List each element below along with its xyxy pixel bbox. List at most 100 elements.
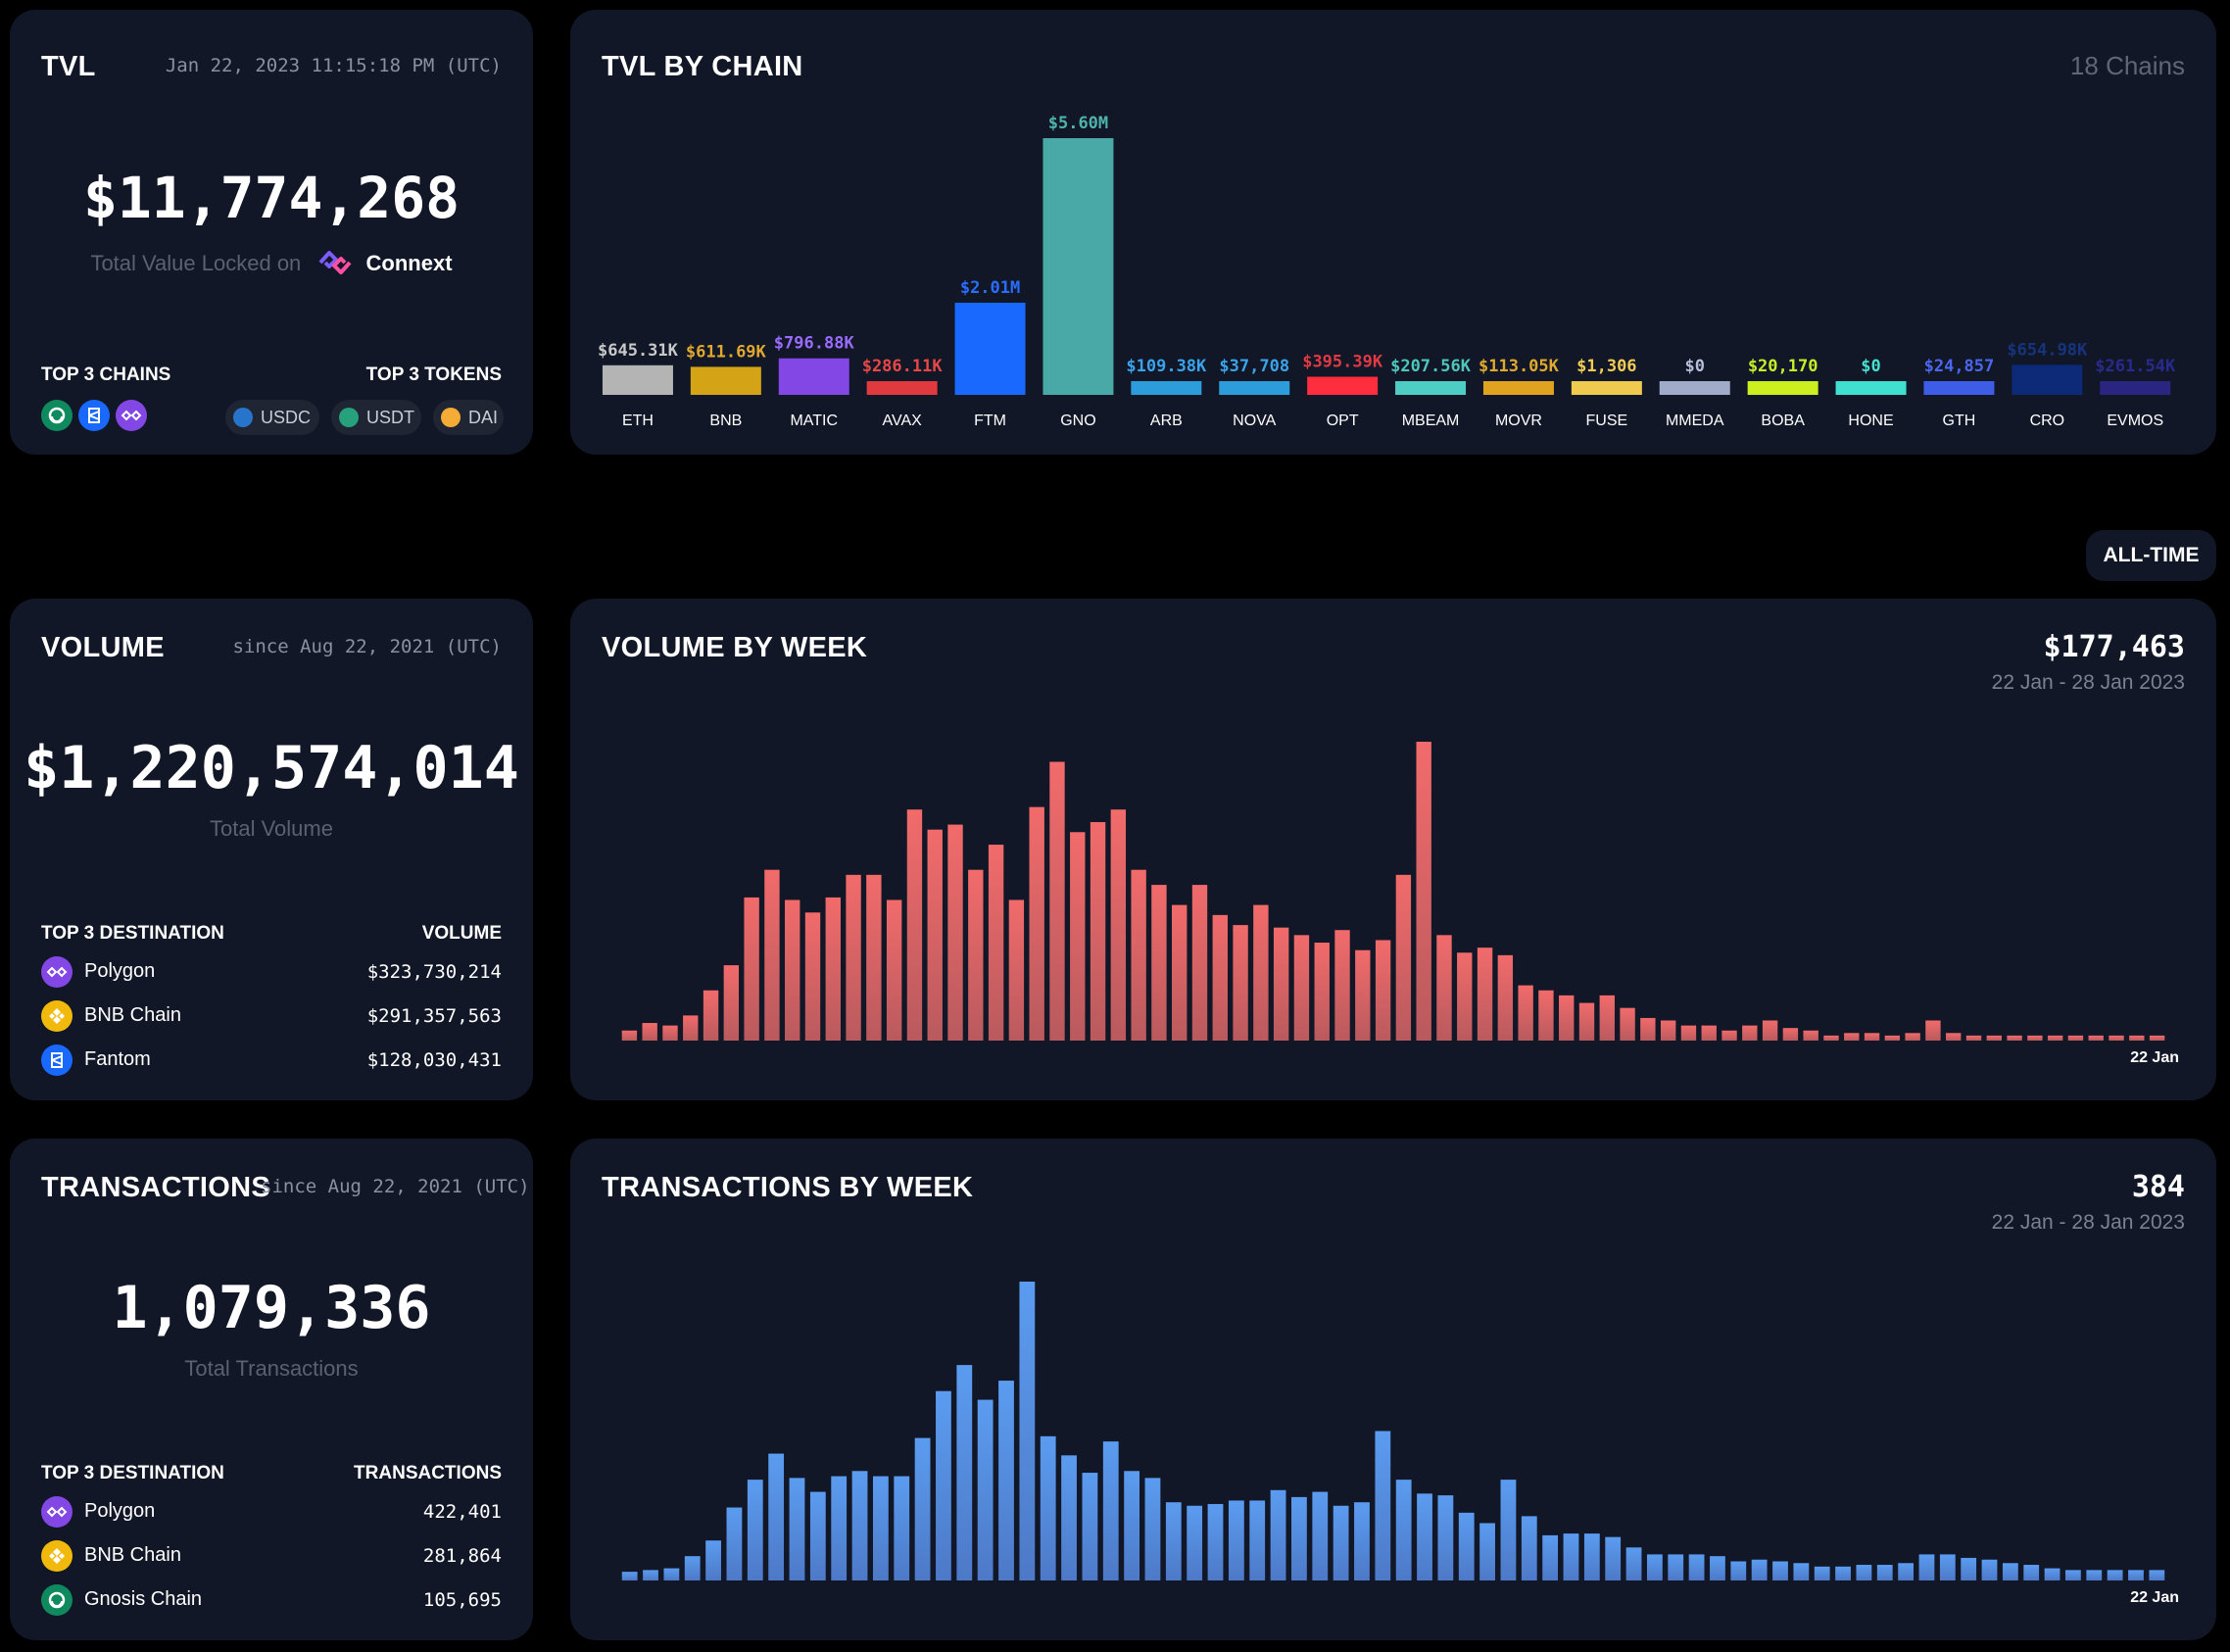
transactions-week-bar[interactable] — [1417, 1493, 1432, 1580]
transactions-week-bar[interactable] — [621, 1572, 638, 1580]
volume-week-bar[interactable] — [1518, 985, 1533, 1041]
volume-week-bar[interactable] — [2027, 1035, 2043, 1041]
transactions-week-bar[interactable] — [872, 1476, 889, 1580]
transactions-week-bar[interactable] — [684, 1556, 701, 1580]
transactions-week-bar[interactable] — [1207, 1503, 1224, 1580]
transactions-week-bar[interactable] — [1961, 1557, 1977, 1580]
transactions-week-bar[interactable] — [1102, 1441, 1119, 1580]
tvl-bar[interactable] — [1219, 381, 1290, 395]
volume-week-bar[interactable] — [1884, 1035, 1901, 1041]
volume-week-bar[interactable] — [1334, 930, 1350, 1041]
transactions-week-bar[interactable] — [1144, 1478, 1161, 1580]
volume-week-bar[interactable] — [1070, 832, 1086, 1041]
tvl-bar[interactable] — [778, 358, 849, 395]
transactions-week-bar[interactable] — [1939, 1554, 1956, 1580]
transactions-week-bar[interactable] — [2107, 1570, 2123, 1580]
transactions-week-bar[interactable] — [1187, 1505, 1203, 1580]
transactions-week-bar[interactable] — [894, 1476, 910, 1580]
volume-week-bar[interactable] — [1559, 995, 1575, 1041]
transactions-week-bar[interactable] — [663, 1568, 680, 1580]
transactions-week-bar[interactable] — [809, 1491, 826, 1580]
transactions-week-bar[interactable] — [1500, 1480, 1517, 1580]
all-time-filter[interactable]: ALL-TIME — [2086, 530, 2216, 581]
volume-week-bar[interactable] — [1640, 1017, 1656, 1041]
transactions-week-bar[interactable] — [1583, 1533, 1600, 1580]
volume-week-bar[interactable] — [1151, 885, 1167, 1041]
transactions-week-bar[interactable] — [1395, 1480, 1412, 1580]
volume-week-bar[interactable] — [1620, 1007, 1635, 1041]
transactions-week-bar[interactable] — [1646, 1554, 1663, 1580]
transactions-week-bar[interactable] — [998, 1381, 1014, 1580]
transactions-week-bar[interactable] — [1563, 1533, 1579, 1580]
transactions-week-bar[interactable] — [1061, 1455, 1077, 1580]
volume-week-bar[interactable] — [1314, 943, 1330, 1041]
transactions-week-bar[interactable] — [1082, 1473, 1098, 1580]
volume-week-bar[interactable] — [886, 899, 902, 1041]
transactions-week-bar[interactable] — [1291, 1496, 1307, 1580]
volume-week-bar[interactable] — [1803, 1030, 1818, 1041]
volume-week-bar[interactable] — [703, 990, 719, 1041]
transactions-week-bar[interactable] — [1312, 1491, 1329, 1580]
volume-week-bar[interactable] — [906, 809, 923, 1041]
volume-week-bar[interactable] — [1497, 954, 1514, 1041]
volume-week-bar[interactable] — [1721, 1030, 1737, 1041]
volume-week-bar[interactable] — [1395, 874, 1412, 1041]
transactions-week-bar[interactable] — [914, 1437, 931, 1580]
transactions-week-bar[interactable] — [1710, 1556, 1725, 1580]
tvl-bar[interactable] — [1571, 381, 1642, 395]
volume-week-bar[interactable] — [2149, 1035, 2165, 1041]
volume-week-bar[interactable] — [2129, 1035, 2145, 1041]
transactions-week-bar[interactable] — [747, 1480, 763, 1580]
volume-week-bar[interactable] — [1823, 1035, 1839, 1041]
transactions-week-bar[interactable] — [851, 1471, 868, 1580]
transactions-week-bar[interactable] — [1165, 1502, 1182, 1580]
volume-week-bar[interactable] — [1273, 927, 1289, 1041]
transactions-week-bar[interactable] — [2149, 1570, 2165, 1580]
transactions-week-bar[interactable] — [1730, 1561, 1747, 1580]
volume-week-bar[interactable] — [1049, 761, 1065, 1041]
volume-week-bar[interactable] — [785, 899, 800, 1041]
transactions-week-bar[interactable] — [2086, 1570, 2103, 1580]
volume-week-bar[interactable] — [1029, 806, 1044, 1041]
transactions-week-bar[interactable] — [1876, 1565, 1893, 1580]
volume-week-bar[interactable] — [1416, 742, 1431, 1041]
token-chip-usdt[interactable]: USDT — [331, 400, 421, 435]
transactions-week-bar[interactable] — [1688, 1554, 1705, 1580]
tvl-bar[interactable] — [1835, 381, 1907, 395]
volume-week-bar[interactable] — [804, 912, 821, 1041]
volume-week-bar[interactable] — [764, 869, 780, 1041]
transactions-week-bar[interactable] — [1124, 1471, 1140, 1580]
volume-week-bar[interactable] — [1701, 1025, 1717, 1041]
volume-week-bar[interactable] — [1578, 1002, 1595, 1041]
token-chip-dai[interactable]: DAI — [433, 400, 504, 435]
transactions-week-bar[interactable] — [831, 1476, 848, 1580]
transactions-week-bar[interactable] — [936, 1390, 951, 1580]
volume-week-bar[interactable] — [1477, 947, 1493, 1041]
transactions-week-bar[interactable] — [1458, 1512, 1475, 1580]
volume-week-bar[interactable] — [1212, 914, 1228, 1041]
transactions-week-bar[interactable] — [1375, 1431, 1391, 1581]
volume-week-bar[interactable] — [988, 845, 1004, 1041]
tvl-bar[interactable] — [1923, 381, 1995, 395]
tvl-bar[interactable] — [1747, 381, 1818, 395]
tvl-bar[interactable] — [866, 381, 938, 395]
volume-week-bar[interactable] — [1762, 1020, 1778, 1041]
tvl-bar[interactable] — [1395, 381, 1467, 395]
transactions-week-bar[interactable] — [643, 1570, 658, 1580]
transactions-week-bar[interactable] — [1625, 1547, 1642, 1580]
volume-week-bar[interactable] — [947, 824, 963, 1041]
transactions-week-bar[interactable] — [977, 1399, 994, 1580]
transactions-week-bar[interactable] — [1019, 1282, 1036, 1580]
transactions-week-bar[interactable] — [1605, 1536, 1622, 1580]
volume-week-bar[interactable] — [866, 874, 882, 1041]
transactions-week-bar[interactable] — [1333, 1505, 1349, 1580]
transactions-week-bar[interactable] — [1479, 1523, 1495, 1580]
volume-week-bar[interactable] — [1172, 904, 1188, 1041]
transactions-week-bar[interactable] — [1981, 1559, 1998, 1580]
transactions-week-bar[interactable] — [1898, 1563, 1915, 1580]
transactions-week-bar[interactable] — [1521, 1516, 1537, 1580]
volume-week-bar[interactable] — [723, 965, 740, 1041]
transactions-week-bar[interactable] — [956, 1365, 973, 1580]
volume-week-bar[interactable] — [846, 874, 861, 1041]
volume-week-bar[interactable] — [1375, 940, 1391, 1041]
